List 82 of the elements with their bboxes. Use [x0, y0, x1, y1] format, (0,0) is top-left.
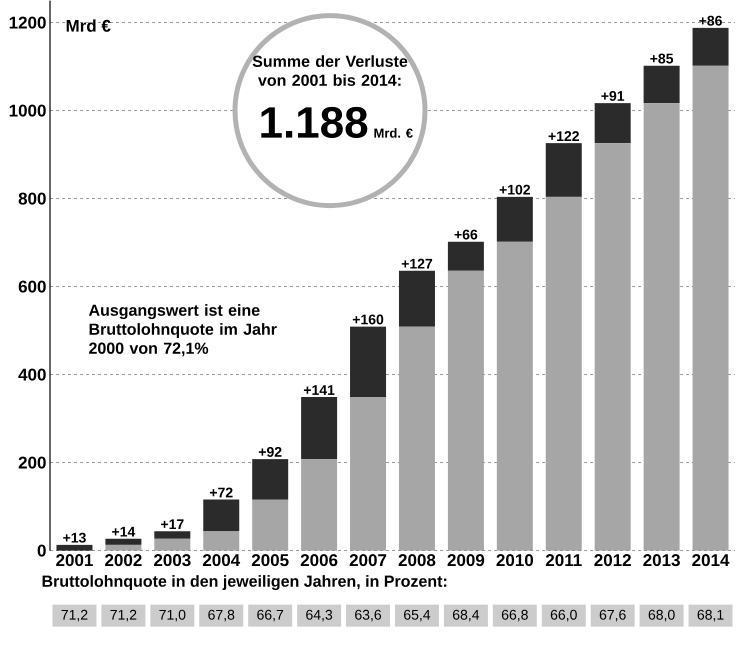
- x-tick-label: 2013: [643, 554, 680, 566]
- data-label: +17: [161, 520, 184, 530]
- y-tick-label: 400: [18, 368, 46, 381]
- text: 67,8: [208, 610, 234, 622]
- bar: [448, 242, 484, 271]
- data-label: +13: [63, 532, 86, 543]
- bar: [644, 103, 680, 551]
- x-tick-label: 2012: [594, 554, 631, 566]
- bar: [350, 397, 386, 551]
- bar: [301, 459, 338, 551]
- data-label: +141: [304, 385, 334, 396]
- x-tick-label: 2003: [154, 554, 191, 566]
- bar: [56, 545, 92, 551]
- x-tick-label: 2004: [202, 554, 240, 566]
- annotation: Mrd. €: [374, 128, 413, 138]
- data-label: +91: [601, 91, 624, 102]
- y-tick-label: 1000: [10, 104, 46, 117]
- x-tick-label: 2008: [398, 554, 436, 566]
- text: 66,7: [257, 610, 284, 622]
- data-label: +102: [500, 184, 530, 195]
- x-tick-label: 2009: [448, 554, 484, 566]
- data-label: +14: [112, 527, 136, 537]
- text: 66,0: [550, 610, 577, 622]
- y-axis-title: Mrd €: [66, 20, 111, 32]
- text: 65,4: [404, 610, 430, 622]
- data-label: +72: [210, 488, 233, 498]
- bar: [496, 242, 533, 551]
- bar: [203, 500, 240, 532]
- data-label: +160: [352, 314, 384, 325]
- bar: [644, 66, 680, 104]
- bar: [692, 28, 729, 66]
- bar: [496, 197, 533, 242]
- bar: [594, 103, 631, 144]
- text: 63,6: [355, 610, 382, 622]
- annotation: 1.188: [261, 107, 368, 138]
- x-tick-label: 2001: [56, 554, 93, 566]
- annotation: Summe der Verluste von 2001 bis 2014:: [252, 55, 408, 86]
- bar: [301, 397, 338, 460]
- x-tick-label: 2002: [105, 554, 142, 566]
- bar: [546, 197, 582, 551]
- text: 71,2: [110, 610, 136, 622]
- text: 71,2: [62, 610, 88, 622]
- bar: [154, 531, 190, 539]
- x-tick-label: 2010: [496, 554, 534, 566]
- bar: [105, 545, 142, 551]
- text: 67,6: [600, 610, 626, 622]
- text: 68,1: [698, 610, 724, 622]
- bar: [594, 143, 631, 551]
- text: 71,0: [159, 610, 186, 622]
- bar: [398, 326, 435, 551]
- x-tick-label: 2011: [546, 554, 582, 566]
- bar: [105, 538, 142, 546]
- x-tick-label: 2006: [300, 554, 338, 566]
- bar: [252, 500, 288, 551]
- y-tick-label: 600: [18, 280, 46, 293]
- bar: [692, 66, 729, 551]
- y-tick-label: 800: [18, 192, 46, 205]
- bar: [252, 459, 288, 500]
- y-tick-label: 0: [38, 544, 46, 557]
- data-label: +122: [548, 131, 579, 142]
- text: 66,8: [502, 610, 528, 622]
- text: 68,0: [648, 610, 675, 622]
- data-label: +85: [650, 54, 674, 64]
- bar: [350, 326, 386, 398]
- bar: [448, 270, 484, 551]
- x-tick-label: 2007: [350, 554, 386, 566]
- bar: [154, 538, 190, 551]
- y-tick-label: 200: [18, 456, 46, 469]
- bar: [398, 270, 435, 327]
- data-label: +92: [258, 447, 282, 458]
- bar: [203, 531, 240, 551]
- data-label: +127: [402, 258, 432, 269]
- bar: [546, 143, 582, 198]
- text: Bruttolohnquote in den jeweiligen Jahren, in Prozent:: [42, 575, 446, 590]
- data-label: +66: [454, 230, 478, 240]
- annotation: Ausgangswert ist eine Bruttolohnquote im Jahr 2000 von 72,1%: [88, 304, 277, 356]
- y-tick-label: 1200: [10, 16, 46, 29]
- text: 64,3: [306, 610, 332, 622]
- data-label: +86: [699, 16, 722, 26]
- x-tick-label: 2005: [252, 554, 289, 566]
- text: 68,4: [452, 610, 480, 622]
- x-tick-label: 2014: [692, 554, 730, 566]
